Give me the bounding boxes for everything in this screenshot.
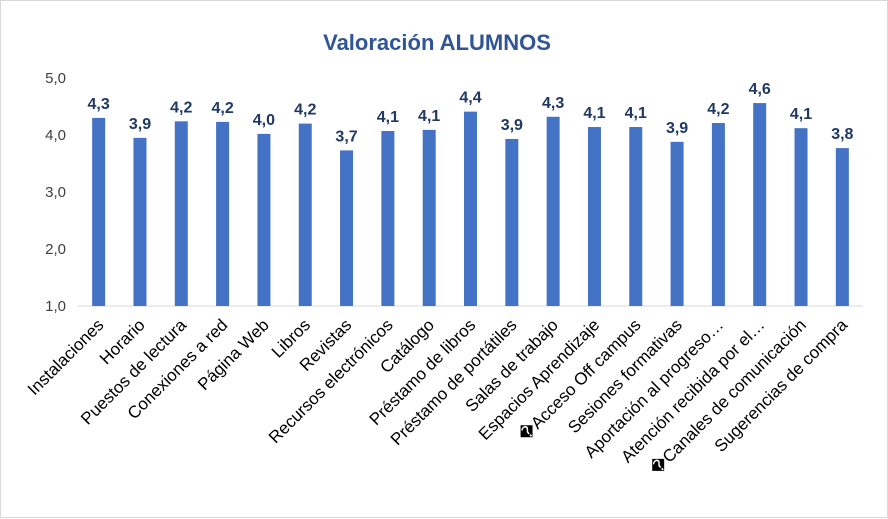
x-tick-label: Instalaciones <box>24 315 108 399</box>
data-label: 4,1 <box>625 105 647 122</box>
bar <box>670 141 684 306</box>
bar <box>133 137 147 306</box>
bar <box>711 123 725 306</box>
bar <box>298 123 312 306</box>
y-tick-label: 2,0 <box>45 241 66 258</box>
bar <box>381 131 395 306</box>
data-label: 4,0 <box>253 112 275 129</box>
data-label: 4,1 <box>418 108 440 125</box>
data-label: 4,1 <box>790 106 812 123</box>
data-label: 4,2 <box>170 99 192 116</box>
y-tick-label: 1,0 <box>45 298 66 315</box>
data-labels-group: 4,3 3,9 4,2 4,2 4,0 4,2 3,7 4,1 4,1 4,4 3,9 4,3 4,1 4… <box>88 81 854 145</box>
bar <box>629 127 643 307</box>
data-label: 3,9 <box>129 116 151 133</box>
data-label: 3,7 <box>335 128 357 145</box>
bar <box>794 128 808 306</box>
bars-group <box>92 103 849 307</box>
data-label: 4,6 <box>749 81 771 98</box>
bar <box>92 117 106 307</box>
y-tick-label: 5,0 <box>45 70 66 87</box>
bar <box>587 127 601 307</box>
data-label: 3,8 <box>831 126 853 143</box>
y-axis-ticks: 1,0 2,0 3,0 4,0 5,0 <box>45 70 66 315</box>
data-label: 3,9 <box>501 117 523 134</box>
data-label: 4,2 <box>707 101 729 118</box>
bar <box>505 138 519 306</box>
data-label: 4,3 <box>542 95 564 112</box>
data-label: 4,3 <box>88 96 110 113</box>
bar <box>753 103 767 306</box>
bar <box>174 121 188 306</box>
bar <box>216 121 230 306</box>
data-label: 4,2 <box>211 100 233 117</box>
bar <box>257 133 271 306</box>
bar <box>835 148 849 306</box>
bar <box>340 150 354 306</box>
bar <box>422 129 436 306</box>
y-tick-label: 4,0 <box>45 127 66 144</box>
data-label: 3,9 <box>666 120 688 137</box>
bar <box>546 116 560 306</box>
data-label: 4,2 <box>294 102 316 119</box>
data-label: 4,4 <box>459 90 481 107</box>
y-tick-label: 3,0 <box>45 184 66 201</box>
data-label: 4,1 <box>377 109 399 126</box>
data-label: 4,1 <box>583 105 605 122</box>
chart-title: Valoración ALUMNOS <box>323 30 551 55</box>
bar <box>464 111 477 306</box>
